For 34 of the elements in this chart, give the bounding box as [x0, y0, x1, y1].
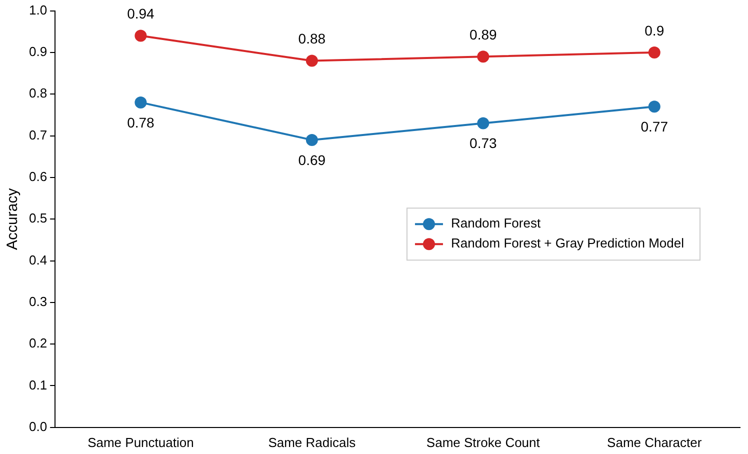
x-tick-label: Same Stroke Count	[426, 434, 540, 450]
data-label: 0.78	[127, 114, 155, 130]
point	[477, 50, 490, 63]
y-tick-label: 0.7	[28, 127, 48, 142]
legend-label: Random Forest + Gray Prediction Model	[450, 236, 684, 251]
y-tick-label: 0.0	[28, 418, 48, 434]
y-tick-label: 0.3	[28, 294, 48, 309]
x-tick-label: Same Radicals	[268, 434, 356, 450]
point	[477, 117, 490, 130]
data-label: 0.77	[640, 118, 668, 134]
point	[648, 100, 660, 113]
point	[306, 134, 318, 146]
y-tick-label: 0.1	[28, 377, 48, 392]
x-tick-label: Same Character	[607, 434, 702, 450]
y-tick-label: 0.4	[28, 252, 48, 268]
data-label: 0.89	[470, 26, 497, 42]
data-label: 0.88	[298, 30, 326, 47]
y-axis-title: Accuracy	[4, 188, 22, 250]
point	[134, 30, 147, 42]
legend-label: Random Forest	[450, 216, 541, 231]
y-tick-label: 1.0	[28, 2, 48, 18]
y-tick-label: 0.6	[28, 169, 48, 184]
y-tick-label: 0.2	[28, 336, 48, 351]
y-tick-label: 0.9	[28, 44, 48, 60]
point	[306, 54, 318, 67]
y-tick-label: 0.8	[28, 86, 48, 101]
y-tick-label: 0.5	[28, 210, 48, 226]
data-label: 0.94	[127, 6, 155, 22]
data-label: 0.69	[298, 152, 326, 168]
data-label: 0.73	[470, 135, 497, 152]
x-tick-label: Same Punctuation	[88, 434, 194, 450]
point	[648, 46, 660, 58]
data-label: 0.9	[644, 22, 664, 38]
point	[134, 96, 147, 108]
